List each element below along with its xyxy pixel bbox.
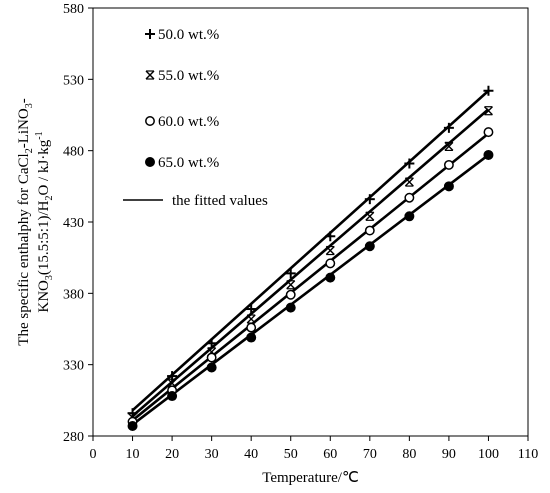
- x-tick-label: 110: [518, 447, 538, 462]
- y-tick-label: 380: [63, 287, 84, 302]
- legend-label: 60.0 wt.%: [158, 114, 219, 130]
- x-axis-label: Temperature/℃: [262, 470, 359, 486]
- y-tick-label: 580: [63, 2, 84, 17]
- data-point: [443, 122, 454, 133]
- x-tick-label: 70: [363, 447, 377, 462]
- y-tick-label: 480: [63, 145, 84, 160]
- data-point: [246, 314, 256, 324]
- y-axis-label: The specific enthalphy for CaCl2-LiNO3-K…: [16, 98, 55, 345]
- data-point: [145, 157, 155, 167]
- fit-line: [131, 108, 490, 418]
- data-point: [285, 289, 296, 300]
- data-point: [325, 258, 336, 269]
- data-point: [404, 192, 415, 203]
- data-point: [145, 29, 155, 39]
- data-point-stroke: [444, 141, 454, 151]
- data-point: [364, 225, 375, 236]
- x-tick-label: 80: [402, 447, 416, 462]
- y-tick-label: 430: [63, 216, 84, 231]
- data-point: [443, 181, 454, 192]
- data-point: [206, 362, 217, 373]
- data-point: [206, 338, 217, 349]
- data-point: [364, 194, 375, 205]
- data-point: [325, 272, 336, 283]
- data-point: [285, 302, 296, 313]
- legend-label: 55.0 wt.%: [158, 68, 219, 84]
- data-point-stroke: [365, 211, 375, 221]
- data-point: [364, 241, 375, 252]
- x-tick-label: 60: [323, 447, 337, 462]
- fit-line: [131, 153, 490, 426]
- data-point: [483, 127, 494, 138]
- data-point: [167, 391, 178, 402]
- data-point: [443, 159, 454, 170]
- data-point: [145, 116, 155, 126]
- data-point-stroke: [483, 106, 493, 116]
- data-point-stroke: [246, 314, 256, 324]
- x-tick-label: 100: [478, 447, 499, 462]
- data-point-stroke: [286, 280, 296, 290]
- data-point-stroke: [404, 177, 414, 187]
- x-tick-label: 50: [284, 447, 298, 462]
- x-tick-label: 20: [165, 447, 179, 462]
- y-tick-label: 530: [63, 73, 84, 88]
- data-point-stroke: [167, 378, 177, 388]
- data-markers: [127, 85, 494, 432]
- data-point: [206, 352, 217, 363]
- data-point: [365, 211, 375, 221]
- data-point: [483, 149, 494, 160]
- data-point: [404, 211, 415, 222]
- data-point: [483, 85, 494, 96]
- legend-label: 50.0 wt.%: [158, 27, 219, 43]
- legend-label: 65.0 wt.%: [158, 155, 219, 171]
- data-point: [483, 106, 493, 116]
- legend: 50.0 wt.% 55.0 wt.% 60.0 wt.% 65.0 wt.% the …: [123, 27, 268, 209]
- data-point: [127, 421, 138, 432]
- x-tick-label: 0: [90, 447, 97, 462]
- fit-lines: [131, 89, 490, 426]
- data-point: [325, 245, 335, 256]
- x-tick-label: 30: [205, 447, 219, 462]
- data-point: [246, 332, 257, 343]
- data-point: [404, 158, 415, 169]
- data-point: [246, 322, 257, 333]
- y-tick-label: 280: [63, 430, 84, 445]
- data-point: [286, 280, 296, 290]
- data-point: [285, 268, 296, 279]
- legend-fit-label: the fitted values: [172, 193, 268, 209]
- data-point-stroke: [145, 70, 155, 80]
- data-point: [246, 304, 257, 315]
- x-tick-label: 90: [442, 447, 456, 462]
- axes: [88, 7, 529, 441]
- data-point: [444, 141, 454, 151]
- data-point: [325, 231, 336, 242]
- data-point: [145, 70, 155, 80]
- data-point-stroke: [325, 246, 335, 256]
- y-tick-label: 330: [63, 359, 84, 374]
- fit-line: [131, 132, 490, 422]
- fit-line: [131, 89, 490, 412]
- tick-labels: 0 10 20 30 40 50 60 70 80 90 100 110 280 330 380 430 480…: [63, 2, 538, 462]
- x-tick-label: 10: [126, 447, 140, 462]
- data-point: [404, 177, 414, 187]
- x-tick-label: 40: [244, 447, 258, 462]
